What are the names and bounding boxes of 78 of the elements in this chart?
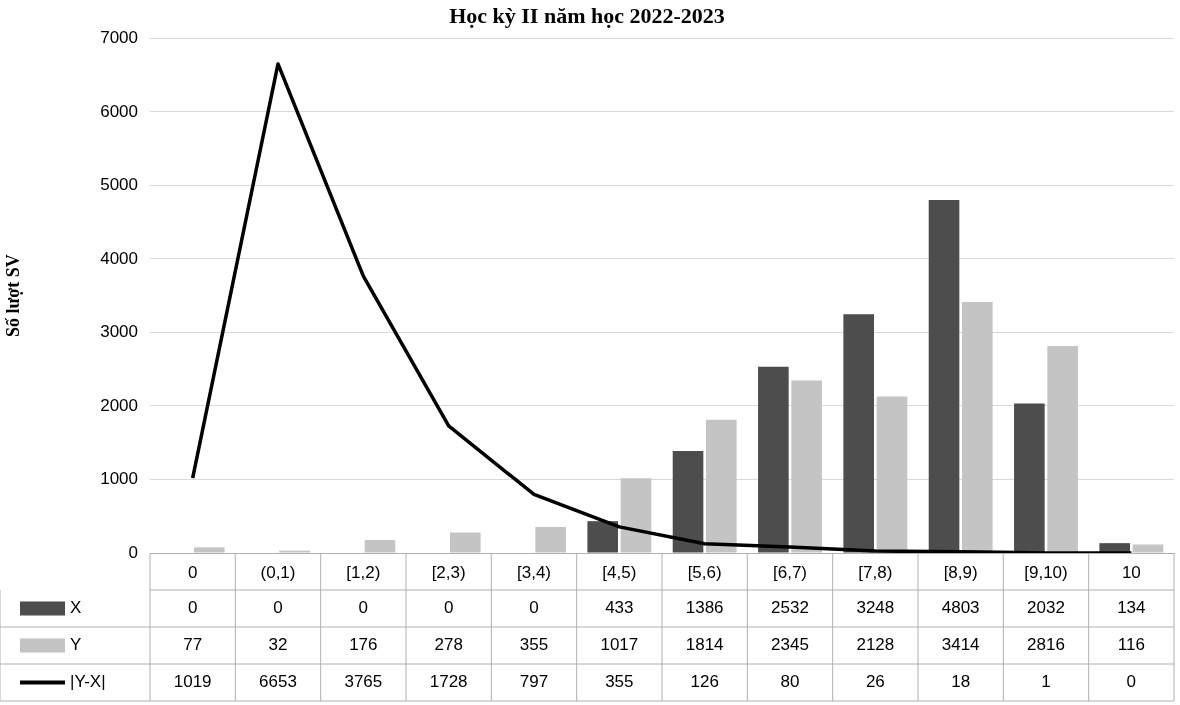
data-label: 1 — [1041, 672, 1051, 692]
x-tick-label: [7,8) — [858, 562, 893, 582]
x-tick-label: [2,3) — [431, 562, 466, 582]
data-label: 2128 — [856, 635, 895, 655]
data-label: 0 — [443, 598, 454, 618]
bar — [962, 302, 993, 553]
bar — [672, 451, 704, 553]
bar — [928, 199, 960, 553]
data-label: 433 — [605, 598, 634, 618]
data-label: 797 — [519, 672, 549, 692]
data-label: 1019 — [173, 672, 212, 692]
data-label: 355 — [519, 635, 549, 655]
data-label: 1017 — [600, 635, 639, 655]
x-tick-label: (0,1) — [260, 562, 296, 582]
x-tick-label: [4,5) — [602, 562, 637, 582]
y-tick-label: 4000 — [100, 248, 138, 268]
data-label: 3248 — [856, 598, 895, 618]
x-tick-label: [9,10) — [1024, 562, 1068, 582]
y-tick-label: 6000 — [100, 101, 138, 121]
bar — [364, 540, 396, 553]
chart-title: Học kỳ II năm học 2022-2023 — [449, 2, 725, 28]
data-label: 0 — [273, 598, 283, 618]
y-tick-label: 0 — [128, 542, 138, 562]
y-axis-title: Số lượt SV — [3, 254, 24, 338]
data-label: 134 — [1117, 598, 1146, 618]
data-label: 0 — [358, 598, 369, 618]
data-label: 1728 — [429, 672, 468, 692]
x-tick-label: [3,4) — [516, 562, 552, 582]
data-label: 176 — [349, 635, 378, 655]
data-label: 2345 — [771, 635, 809, 655]
data-label: 6653 — [259, 672, 297, 692]
bar — [791, 380, 822, 553]
bar — [450, 532, 481, 553]
data-label: 3765 — [344, 672, 383, 692]
data-label: 0 — [529, 598, 539, 618]
data-label: 2032 — [1027, 598, 1065, 618]
data-label: 126 — [690, 672, 719, 692]
legend-label: |Y-X| — [70, 672, 106, 692]
x-tick-label: 0 — [187, 562, 198, 582]
data-label: 26 — [865, 672, 885, 692]
bar — [876, 396, 908, 553]
y-tick-label: 5000 — [100, 175, 138, 195]
bar — [535, 526, 566, 553]
data-label: 18 — [951, 672, 971, 692]
data-label: 1386 — [685, 598, 724, 618]
bar — [1047, 345, 1078, 553]
bar — [587, 521, 618, 553]
bar — [1132, 544, 1164, 553]
data-label: 0 — [1126, 672, 1137, 692]
legend-label: Y — [70, 635, 82, 655]
y-tick-label: 2000 — [100, 395, 138, 415]
bar — [758, 366, 789, 553]
data-label: 2532 — [771, 598, 809, 618]
y-tick-label: 1000 — [100, 469, 138, 489]
data-label: 4803 — [941, 598, 980, 618]
data-label: 32 — [268, 635, 288, 655]
y-tick-label: 3000 — [100, 322, 138, 342]
data-label: 3414 — [941, 635, 980, 655]
x-tick-label: [5,6) — [687, 562, 722, 582]
bar — [194, 547, 225, 553]
data-label: 1814 — [685, 635, 724, 655]
data-label: 116 — [1117, 635, 1145, 655]
x-tick-label: 10 — [1121, 562, 1141, 582]
bar — [1014, 403, 1045, 553]
bar — [706, 419, 737, 553]
bar — [843, 314, 874, 553]
x-tick-label: [8,9) — [943, 562, 978, 582]
data-label: 278 — [434, 635, 463, 655]
legend-label: X — [70, 598, 82, 618]
y-tick-label: 7000 — [100, 28, 138, 48]
data-label: 0 — [187, 598, 198, 618]
data-label: 2816 — [1027, 635, 1065, 655]
data-label: 77 — [183, 635, 203, 655]
x-tick-label: [6,7) — [772, 562, 808, 582]
data-label: 355 — [605, 672, 634, 692]
x-tick-label: [1,2) — [346, 562, 381, 582]
bar — [620, 478, 652, 553]
data-label: 80 — [780, 672, 800, 692]
